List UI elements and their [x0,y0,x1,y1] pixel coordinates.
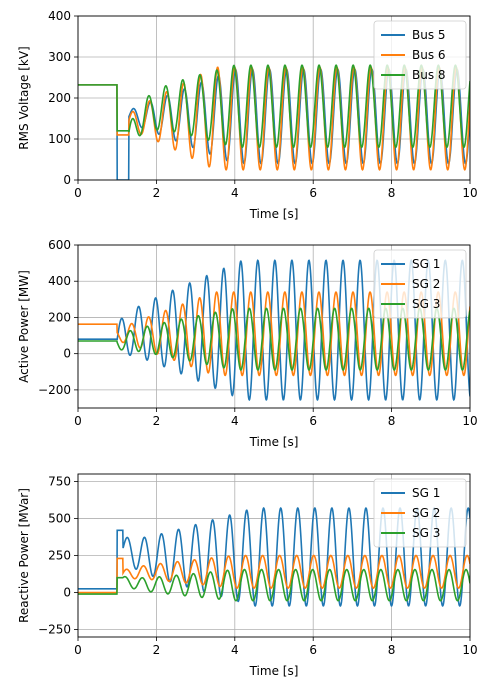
y-tick-label: 750 [48,474,71,488]
y-tick-label: 0 [63,586,71,600]
legend-entry: SG 1 [412,257,440,271]
y-tick-label: 400 [48,9,71,23]
x-tick-label: 10 [462,643,477,657]
series-line-sg-2 [78,554,470,594]
legend-entry: Bus 8 [412,68,446,82]
legend: SG 1 SG 2 SG 3 [373,478,467,548]
y-tick-label: 250 [48,549,71,563]
plot-frame [77,244,471,409]
x-tick-label: 2 [153,186,161,200]
x-axis-label: Time [s] [249,664,299,678]
x-tick-label: 8 [388,186,396,200]
series-line-sg-1 [78,506,470,607]
legend-entry: SG 3 [412,297,440,311]
y-axis-label: Reactive Power [MVar] [17,488,31,623]
legend-entry: Bus 6 [412,48,446,62]
x-tick-label: 2 [153,643,161,657]
legend: SG 1 SG 2 SG 3 [373,249,467,319]
y-axis-label: RMS Voltage [kV] [17,46,31,149]
x-tick-label: 4 [231,414,239,428]
y-tick-label: −250 [38,623,71,637]
y-tick-label: −200 [38,383,71,397]
x-tick-label: 4 [231,643,239,657]
x-tick-label: 6 [309,186,317,200]
y-tick-label: 600 [48,238,71,252]
x-tick-label: 10 [462,414,477,428]
x-tick-label: 6 [309,643,317,657]
y-tick-label: 400 [48,274,71,288]
x-tick-label: 0 [74,414,82,428]
y-tick-label: 500 [48,511,71,525]
y-tick-label: 200 [48,91,71,105]
x-tick-label: 0 [74,186,82,200]
x-axis-label: Time [s] [249,207,299,221]
x-tick-label: 4 [231,186,239,200]
y-tick-label: 0 [63,173,71,187]
x-tick-label: 8 [388,643,396,657]
y-tick-label: 200 [48,310,71,324]
y-axis-label: Active Power [MW] [17,270,31,383]
legend-entry: SG 2 [412,277,440,291]
x-axis-label: Time [s] [249,435,299,449]
x-tick-label: 10 [462,186,477,200]
legend-entry: Bus 5 [412,28,446,42]
legend-entry: SG 2 [412,506,440,520]
chart-panel-2: 0 2 4 6 8 10 −200 0 200 400 600 Time [s] Active Powe… [17,238,478,449]
y-tick-label: 100 [48,132,71,146]
legend-entry: SG 1 [412,486,440,500]
x-tick-label: 6 [309,414,317,428]
series-line-sg-3 [78,568,470,602]
y-tick-label: 300 [48,50,71,64]
legend-entry: SG 3 [412,526,440,540]
x-tick-label: 8 [388,414,396,428]
x-tick-label: 0 [74,643,82,657]
x-tick-label: 2 [153,414,161,428]
y-tick-label: 0 [63,347,71,361]
legend: Bus 5 Bus 6 Bus 8 [373,20,467,90]
